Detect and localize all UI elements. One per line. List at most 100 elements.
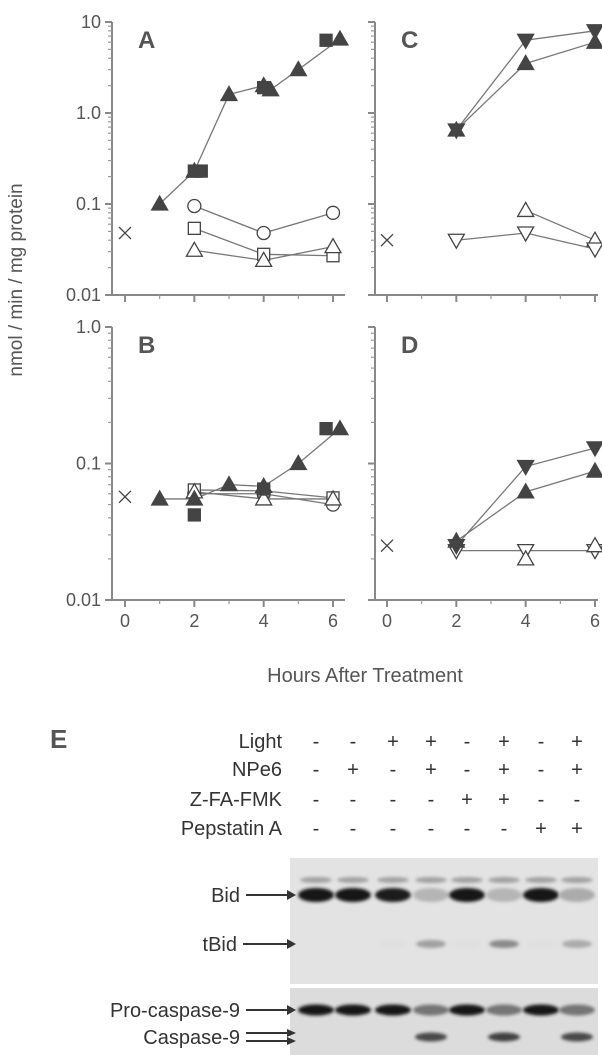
treatment-sign: - bbox=[313, 759, 320, 781]
pro-caspase-9-band bbox=[523, 1004, 559, 1016]
bid-band bbox=[413, 888, 449, 902]
filled-triangle-marker bbox=[150, 194, 169, 211]
filled-triangle-marker bbox=[447, 531, 466, 548]
treatment-sign: - bbox=[464, 731, 471, 753]
series-line bbox=[159, 38, 341, 205]
tbid-band bbox=[378, 940, 408, 948]
panel-letter: D bbox=[401, 332, 418, 359]
treatment-sign: + bbox=[535, 818, 547, 840]
y-tick-label: 1.0 bbox=[76, 103, 101, 123]
background-band bbox=[488, 877, 520, 883]
x-stroke bbox=[380, 233, 394, 247]
filled-square-marker bbox=[319, 422, 333, 436]
treatment-sign: - bbox=[390, 789, 397, 811]
background-band bbox=[337, 877, 369, 883]
panel-c: C bbox=[368, 21, 602, 302]
filled-inverted-triangle-marker bbox=[516, 33, 535, 50]
filled-square-marker bbox=[319, 33, 333, 47]
pro-caspase-9-label-arrow bbox=[246, 1005, 296, 1015]
background-band bbox=[451, 877, 483, 883]
filled-triangle-marker bbox=[330, 29, 350, 46]
tbid-band bbox=[489, 940, 519, 948]
open-triangle-marker bbox=[585, 536, 602, 553]
pro-caspase-9-band bbox=[335, 1004, 371, 1016]
tbid-band bbox=[416, 940, 446, 948]
caspase-membrane bbox=[290, 988, 598, 1055]
treatment-label: Z-FA-FMK bbox=[190, 789, 283, 811]
pro-caspase-9-band bbox=[559, 1004, 595, 1016]
x-tick-label: 2 bbox=[189, 611, 199, 631]
filled-triangle-marker bbox=[585, 461, 602, 478]
treatment-sign: - bbox=[501, 818, 508, 840]
treatment-sign: + bbox=[425, 759, 437, 781]
filled-square-marker bbox=[257, 80, 271, 95]
caspase-9-label: Caspase-9 bbox=[143, 1027, 240, 1049]
filled-triangle-marker bbox=[150, 489, 169, 506]
treatment-sign: + bbox=[425, 731, 437, 753]
treatment-sign: - bbox=[538, 759, 545, 781]
treatment-sign: - bbox=[464, 818, 471, 840]
open-circle-marker bbox=[187, 198, 202, 214]
bid-label: Bid bbox=[211, 885, 240, 907]
filled-triangle-marker bbox=[185, 489, 204, 506]
open-circle-marker bbox=[325, 205, 341, 220]
treatment-sign: - bbox=[313, 789, 320, 811]
x-tick-label: 0 bbox=[120, 611, 130, 631]
treatment-sign: - bbox=[464, 759, 471, 781]
series-line bbox=[525, 209, 596, 241]
open-triangle-marker bbox=[323, 489, 343, 506]
bid-band bbox=[486, 888, 522, 902]
chart-panels: A B C D bbox=[105, 21, 602, 607]
filled-triangle-marker bbox=[330, 419, 350, 436]
caspase-9-label-arrow bbox=[246, 1029, 296, 1045]
bid-label-arrow bbox=[246, 890, 296, 900]
series-line bbox=[455, 470, 596, 542]
panel-d: D bbox=[368, 326, 602, 607]
y-tick-label: 0.1 bbox=[76, 194, 101, 214]
treatment-sign: - bbox=[538, 731, 545, 753]
panel-letter: B bbox=[138, 332, 155, 359]
filled-triangle-marker bbox=[447, 120, 466, 137]
arrow-head bbox=[287, 890, 296, 900]
arrow-head bbox=[287, 1005, 296, 1015]
open-inverted-triangle-marker bbox=[447, 233, 466, 250]
background-band bbox=[525, 877, 557, 883]
x-tick-label: 6 bbox=[590, 611, 600, 631]
filled-square-marker bbox=[194, 164, 208, 178]
background-band bbox=[377, 877, 409, 883]
treatment-sign: + bbox=[571, 759, 583, 781]
bid-band bbox=[298, 888, 334, 902]
open-circle-marker bbox=[256, 225, 271, 241]
pro-caspase-9-band bbox=[413, 1004, 449, 1016]
filled-triangle-marker bbox=[516, 54, 535, 71]
x-marker bbox=[380, 233, 394, 247]
open-triangle-marker bbox=[254, 489, 273, 506]
caspase-9-band bbox=[415, 1032, 447, 1042]
pro-caspase-9-label: Pro-caspase-9 bbox=[110, 1000, 240, 1022]
treatment-sign: - bbox=[313, 731, 320, 753]
open-triangle-marker bbox=[516, 201, 535, 218]
x-tick-label: 2 bbox=[451, 611, 461, 631]
filled-triangle-marker bbox=[585, 32, 602, 49]
pro-caspase-9-band bbox=[298, 1004, 334, 1016]
open-triangle-marker bbox=[185, 240, 204, 257]
filled-triangle-marker bbox=[219, 475, 239, 492]
treatment-sign: + bbox=[498, 731, 510, 753]
treatment-sign: - bbox=[313, 818, 320, 840]
axis-ticks: 10 1.0 0.1 0.01 1.0 0.1 0.01 0 2 4 6 0 2 4 6 bbox=[66, 12, 600, 631]
panel-a: A bbox=[105, 21, 350, 302]
arrow-head bbox=[287, 1029, 296, 1037]
x-marker bbox=[380, 539, 394, 553]
treatment-sign: + bbox=[461, 789, 473, 811]
panel-letter: C bbox=[401, 27, 418, 54]
treatment-sign: - bbox=[390, 759, 397, 781]
treatment-sign: + bbox=[347, 759, 359, 781]
treatment-sign: - bbox=[428, 818, 435, 840]
tbid-band bbox=[562, 940, 592, 948]
filled-square-marker bbox=[257, 482, 271, 496]
treatment-label: Light bbox=[239, 731, 283, 753]
tbid-label-arrow bbox=[243, 939, 296, 949]
treatment-sign: + bbox=[571, 731, 583, 753]
pro-caspase-9-band bbox=[486, 1004, 522, 1016]
